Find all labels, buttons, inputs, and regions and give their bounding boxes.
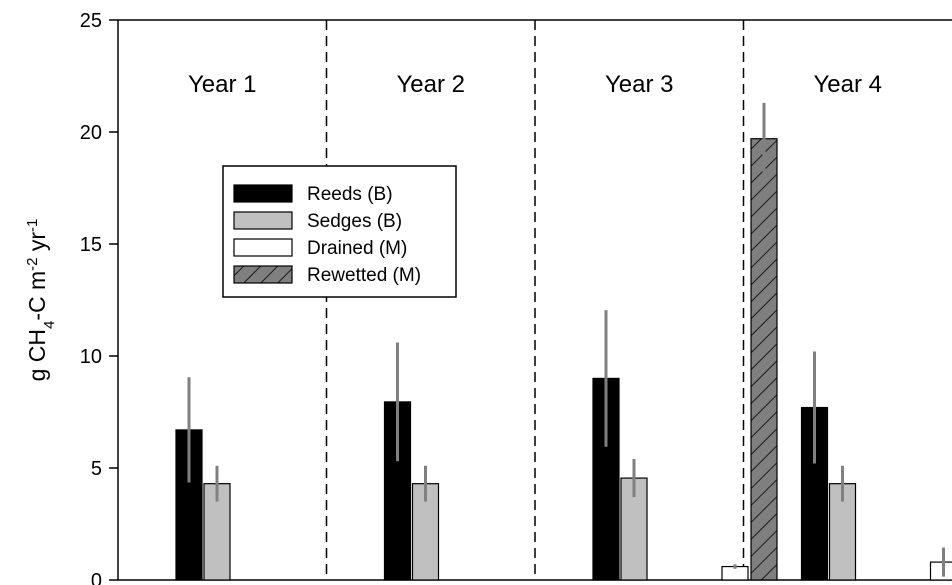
y-axis-label-sup1: -2: [24, 257, 41, 270]
year-label: Year 3: [605, 71, 674, 98]
y-axis-label-sup2: -1: [24, 219, 41, 232]
year-label: Year 1: [188, 71, 257, 98]
legend-swatch: [233, 211, 293, 230]
legend-label: Reeds (B): [307, 184, 393, 205]
bar-rewetted-m: [750, 138, 778, 581]
legend-label: Drained (M): [307, 238, 407, 259]
legend: Reeds (B) Sedges (B) Drained (M) Rewetted (…: [222, 165, 457, 298]
y-axis-label-mid2: yr: [24, 232, 50, 258]
year-label: Year 4: [813, 71, 882, 98]
y-axis-label-prefix: g CH: [24, 329, 50, 381]
bar-drained-m: [929, 561, 952, 581]
y-axis-label: g CH4-C m-2 yr-1: [24, 219, 58, 382]
y-tick-label: 5: [91, 458, 102, 480]
y-tick-label: 0: [91, 570, 102, 585]
year-label: Year 2: [396, 71, 465, 98]
y-tick-label: 15: [80, 234, 102, 256]
legend-swatch: [233, 184, 293, 203]
y-tick-label: 20: [80, 122, 102, 144]
legend-swatch: [233, 265, 293, 284]
y-tick-label: 10: [80, 346, 102, 368]
y-axis-label-sub: 4: [41, 321, 58, 329]
plot-area: 0 5 10 15 20 25 Year 1 Year 2 Year 3 Year 4: [80, 10, 952, 585]
y-axis-label-mid: -C m: [24, 271, 50, 321]
y-tick-label: 25: [80, 10, 102, 32]
legend-label: Rewetted (M): [307, 265, 421, 286]
legend-label: Sedges (B): [307, 211, 402, 232]
legend-swatch: [233, 238, 293, 257]
